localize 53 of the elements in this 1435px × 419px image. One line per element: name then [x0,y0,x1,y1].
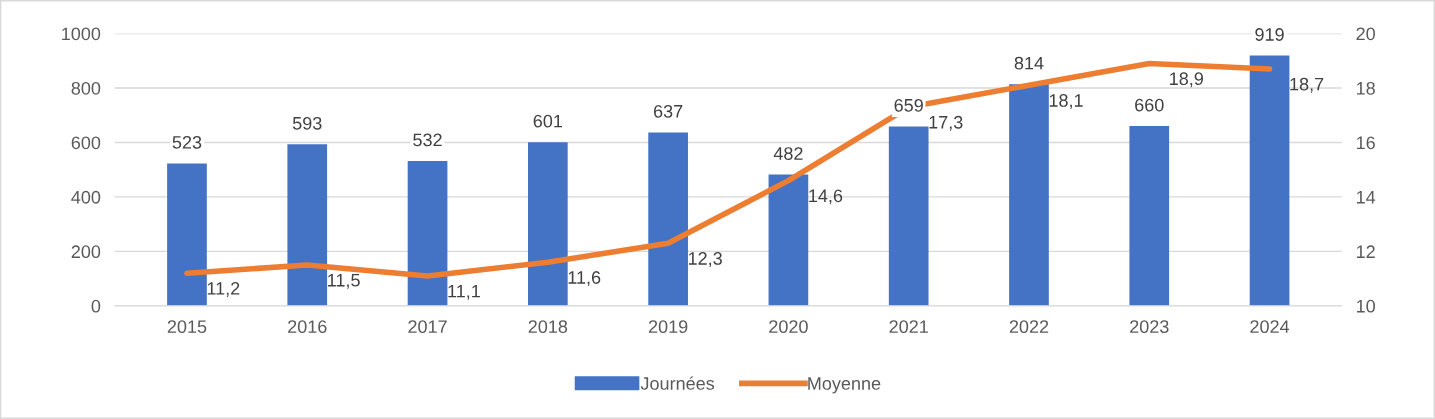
data-label: 532 [413,133,442,147]
data-label: 11,1 [448,284,480,300]
bar [888,126,929,306]
y-tick-label: 600 [71,136,101,150]
legend-label: Journées [640,376,715,390]
y2-tick-label: 16 [1356,136,1375,150]
bar [1009,84,1049,306]
x-tick-label: 2024 [1250,320,1290,334]
data-label: 919 [1255,28,1284,41]
data-label: 18,9 [1170,72,1203,88]
data-label: 11,5 [328,274,360,289]
y2-tick-label: 18 [1356,81,1375,95]
y2-tick-label: 14 [1356,191,1376,204]
data-label: 11,2 [207,282,240,297]
x-tick-label: 2019 [648,320,688,334]
data-label: 17,3 [929,115,963,131]
bar [527,142,568,306]
data-label: 523 [172,135,202,149]
data-label: 12,3 [688,252,722,267]
data-label: 601 [533,114,563,128]
data-label: 11,6 [568,271,601,287]
x-tick-label: 2021 [889,320,928,334]
bar [1249,55,1290,306]
y2-tick-label: 10 [1356,299,1375,313]
data-label: 482 [773,147,803,160]
x-tick-label: 2017 [408,320,447,334]
y-tick-label: 0 [91,299,101,313]
data-label: 593 [292,116,322,130]
legend-label: Moyenne [808,377,881,394]
y2-tick-label: 12 [1356,245,1375,258]
y-tick-label: 200 [71,245,101,259]
bar [167,163,207,306]
y2-tick-label: 20 [1356,27,1375,41]
data-label: 814 [1014,56,1044,70]
x-tick-label: 2020 [769,320,808,334]
bar [768,174,809,306]
x-tick-label: 2016 [288,320,327,334]
data-label: 14,6 [809,189,843,205]
bar [1129,126,1170,306]
x-tick-label: 2018 [528,320,568,334]
x-tick-label: 2015 [167,320,207,334]
bar [648,132,688,306]
data-label: 660 [1135,98,1164,112]
data-label: 18,1 [1049,94,1083,109]
y-tick-label: 400 [71,190,101,204]
data-label: 18,7 [1290,77,1324,93]
x-tick-label: 2023 [1130,320,1169,334]
y-tick-label: 800 [71,81,101,95]
bar [287,144,328,306]
bar [407,160,448,306]
data-label: 637 [653,104,683,118]
y-tick-label: 1000 [62,27,101,41]
x-tick-label: 2022 [1009,320,1049,334]
